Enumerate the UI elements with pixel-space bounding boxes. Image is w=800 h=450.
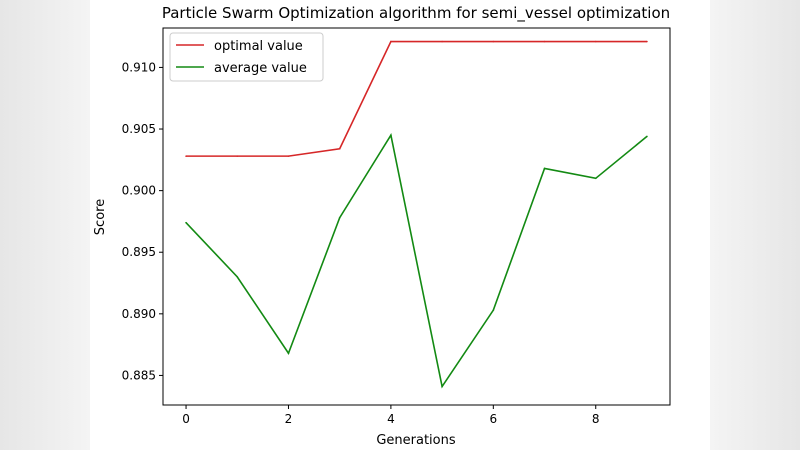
data-point xyxy=(594,40,597,43)
data-point xyxy=(543,40,546,43)
x-tick-label: 8 xyxy=(592,412,600,426)
data-point xyxy=(646,135,648,138)
data-point xyxy=(543,167,546,170)
y-tick-label: 0.885 xyxy=(122,368,156,382)
y-tick-label: 0.910 xyxy=(122,60,156,74)
data-point xyxy=(594,177,597,180)
y-tick-label: 0.895 xyxy=(122,245,156,259)
y-tick-label: 0.890 xyxy=(122,307,156,321)
data-point xyxy=(390,40,392,43)
background-left xyxy=(0,0,90,450)
x-tick-label: 6 xyxy=(489,412,497,426)
x-tick-label: 2 xyxy=(285,412,293,426)
series-line-optimal-value xyxy=(186,40,647,157)
data-point xyxy=(492,309,495,311)
data-point xyxy=(338,216,341,219)
data-point xyxy=(338,147,341,150)
background-right xyxy=(710,0,800,450)
legend-label: optimal value xyxy=(214,39,303,54)
data-point xyxy=(236,155,239,157)
x-tick-label: 0 xyxy=(182,412,190,426)
legend-label: average value xyxy=(214,61,307,76)
data-point xyxy=(287,155,290,157)
x-tick-label: 4 xyxy=(387,412,395,426)
series-line-average-value xyxy=(185,133,648,389)
x-axis-label: Generations xyxy=(376,433,456,448)
legend: optimal value average value xyxy=(169,32,324,82)
y-tick-label: 0.905 xyxy=(122,122,156,136)
data-point xyxy=(441,40,443,43)
data-point xyxy=(287,352,290,355)
y-tick-label: 0.900 xyxy=(122,184,156,198)
data-point xyxy=(185,221,187,224)
legend-box xyxy=(169,32,324,82)
y-axis-label: Score xyxy=(93,199,108,235)
data-point xyxy=(441,385,443,388)
data-point xyxy=(646,40,648,43)
plot-frame xyxy=(162,27,671,406)
data-point xyxy=(390,134,392,136)
data-point xyxy=(185,155,187,157)
chart-title: Particle Swarm Optimization algorithm fo… xyxy=(162,4,670,23)
data-point xyxy=(492,40,495,43)
data-point xyxy=(236,276,239,278)
